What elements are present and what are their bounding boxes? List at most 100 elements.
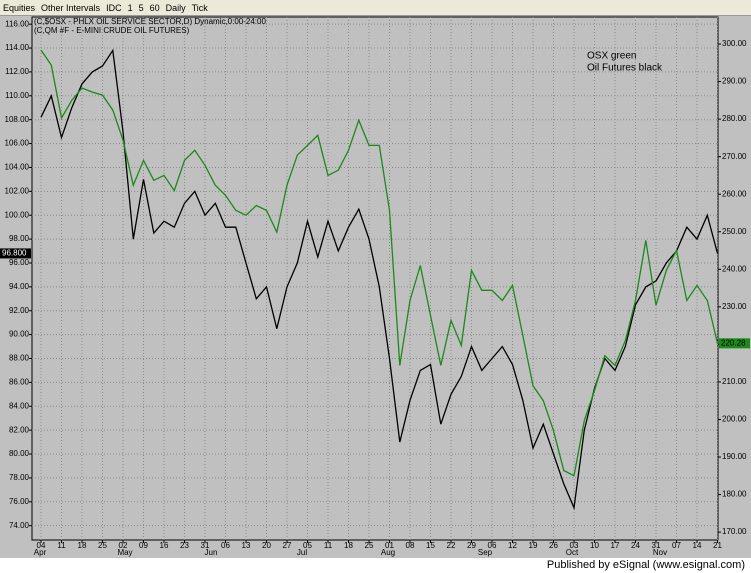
month-label: Jul xyxy=(297,548,307,557)
footer: Published by eSignal (www.esignal.com) xyxy=(0,558,751,573)
x-tick-label: 25 xyxy=(365,541,374,550)
y-tick-label: 116.00 xyxy=(5,19,29,28)
x-tick-label: 01 xyxy=(385,541,394,550)
y2-tick-label: 290.00 xyxy=(722,77,747,86)
x-tick-label: 07 xyxy=(672,541,681,550)
y2-tick-label: 240.00 xyxy=(722,264,747,273)
y-tick-label: 94.00 xyxy=(9,282,30,291)
y2-tick-label: 180.00 xyxy=(722,490,747,499)
x-tick-label: 04 xyxy=(37,541,46,550)
y-tick-label: 100.00 xyxy=(5,210,30,219)
month-label: Jun xyxy=(205,548,218,557)
x-tick-label: 25 xyxy=(98,541,107,550)
x-tick-label: 02 xyxy=(119,541,128,550)
chart: 74.00 76.00 78.00 80.00 82.00 84.00 86.00 88.00… xyxy=(0,16,751,558)
plot-area xyxy=(31,16,719,541)
month-label: Sep xyxy=(478,548,493,557)
series-group xyxy=(40,48,718,511)
y2-tick-label: 170.00 xyxy=(722,527,747,536)
last-value-label: 96.800 xyxy=(2,249,27,258)
x-tick-label: 19 xyxy=(529,541,538,550)
x-tick-label: 14 xyxy=(693,541,702,550)
month-label: Nov xyxy=(653,548,667,557)
x-tick-label: 26 xyxy=(549,541,558,550)
x-tick-label: 31 xyxy=(201,541,210,550)
last-value-label: 220.28 xyxy=(721,338,746,347)
toolbar-item[interactable]: Daily xyxy=(165,2,186,13)
series-line xyxy=(40,48,718,511)
x-tick-label: 16 xyxy=(160,541,169,550)
y-tick-label: 84.00 xyxy=(9,401,30,410)
y-tick-label: 110.00 xyxy=(5,91,29,100)
chart-header: (C,QM #F - E-MINI CRUDE OIL FUTURES) xyxy=(34,26,190,35)
x-tick-label: 06 xyxy=(221,541,230,550)
x-tick-label: 09 xyxy=(139,541,148,550)
toolbar: Equities Other Intervals IDC 1 5 60 Daily Tick xyxy=(0,0,751,16)
y-tick-label: 108.00 xyxy=(5,115,30,124)
chart-header: (C,$OSX - PHLX OIL SERVICE SECTOR,D) Dyn… xyxy=(34,17,266,26)
last-value-badge xyxy=(719,338,750,349)
x-tick-label: 27 xyxy=(283,541,292,550)
y-tick-label: 90.00 xyxy=(9,330,30,339)
toolbar-item[interactable]: Tick xyxy=(191,2,208,13)
y2-tick-label: 270.00 xyxy=(722,152,747,161)
y-tick-label: 82.00 xyxy=(9,425,30,434)
x-tick-label: 22 xyxy=(447,541,456,550)
y2-tick-label: 280.00 xyxy=(722,114,747,123)
x-tick-label: 20 xyxy=(262,541,271,550)
toolbar-item[interactable]: Equities xyxy=(3,2,36,13)
y-tick-label: 114.00 xyxy=(5,43,29,52)
x-tick-label: 11 xyxy=(324,541,333,550)
y2-tick-label: 200.00 xyxy=(722,415,747,424)
x-tick-label: 12 xyxy=(508,541,517,550)
y-tick-label: 76.00 xyxy=(9,497,30,506)
toolbar-item[interactable]: 1 xyxy=(127,2,133,13)
x-tick-label: 24 xyxy=(631,541,640,550)
y-tick-label: 88.00 xyxy=(9,354,30,363)
toolbar-item[interactable]: 60 xyxy=(149,2,160,13)
toolbar-item[interactable]: Other Intervals xyxy=(41,2,101,13)
y-tick-label: 86.00 xyxy=(9,377,30,386)
x-tick-label: 29 xyxy=(467,541,476,550)
y-tick-label: 92.00 xyxy=(9,306,30,315)
y2-tick-label: 250.00 xyxy=(722,227,747,236)
y-tick-label: 106.00 xyxy=(5,139,30,148)
y-tick-label: 78.00 xyxy=(9,473,30,482)
annotation: OSX green xyxy=(587,51,636,62)
y-tick-label: 80.00 xyxy=(9,449,30,458)
y-tick-label: 104.00 xyxy=(5,163,30,172)
annotation: Oil Futures black xyxy=(587,63,663,74)
toolbar-item[interactable]: 5 xyxy=(138,2,144,13)
x-tick-label: 05 xyxy=(303,541,312,550)
x-tick-label: 17 xyxy=(611,541,620,550)
x-tick-label: 08 xyxy=(406,541,415,550)
last-value-badge xyxy=(0,248,31,259)
x-tick-label: 13 xyxy=(242,541,251,550)
y-tick-label: 74.00 xyxy=(9,521,30,530)
x-tick-label: 18 xyxy=(78,541,87,550)
y2-tick-label: 230.00 xyxy=(722,302,747,311)
x-tick-label: 18 xyxy=(344,541,353,550)
y-tick-label: 112.00 xyxy=(5,67,29,76)
series-line xyxy=(40,49,718,477)
month-label: Apr xyxy=(34,548,47,557)
toolbar-item[interactable]: IDC xyxy=(106,2,122,13)
x-tick-label: 21 xyxy=(713,541,722,550)
y2-tick-label: 190.00 xyxy=(722,452,747,461)
x-tick-label: 31 xyxy=(652,541,661,550)
month-label: Oct xyxy=(566,548,579,557)
y-tick-label: 96.00 xyxy=(9,258,30,267)
x-tick-label: 15 xyxy=(426,541,435,550)
y2-tick-label: 300.00 xyxy=(722,39,747,48)
x-tick-label: 03 xyxy=(570,541,579,550)
y-tick-label: 98.00 xyxy=(9,234,30,243)
x-tick-label: 11 xyxy=(57,541,66,550)
x-tick-label: 06 xyxy=(488,541,497,550)
x-tick-label: 23 xyxy=(180,541,189,550)
month-label: May xyxy=(117,548,132,557)
y-tick-label: 102.00 xyxy=(5,186,30,195)
x-tick-label: 10 xyxy=(590,541,599,550)
y2-tick-label: 210.00 xyxy=(722,377,747,386)
y2-tick-label: 260.00 xyxy=(722,189,747,198)
